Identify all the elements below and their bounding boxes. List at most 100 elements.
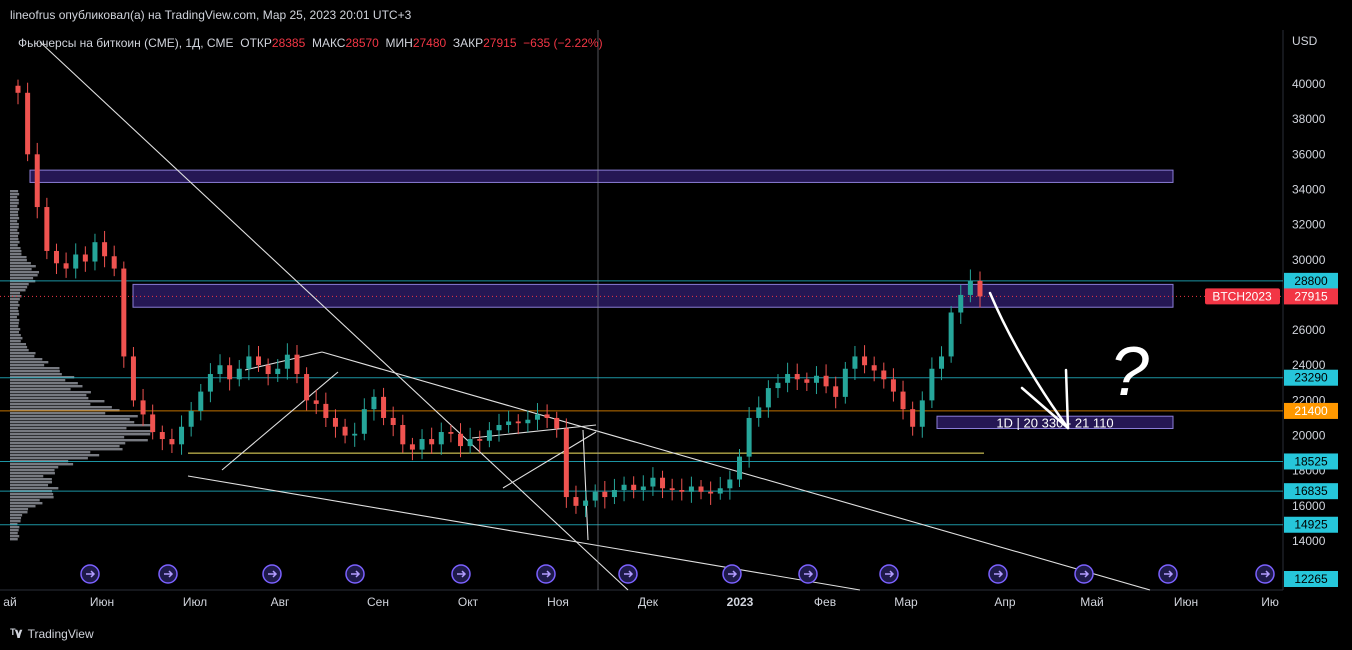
arrow-icon <box>542 570 552 578</box>
candle-body <box>563 428 569 498</box>
x-tick-label: Сен <box>367 595 389 609</box>
candle-body <box>332 417 338 427</box>
footer: ᵀ٧ TradingView <box>0 618 1352 650</box>
volume-bar <box>10 313 20 316</box>
candle-body <box>554 417 560 429</box>
price-tag-text: 27915 <box>1294 289 1328 303</box>
event-marker-icon[interactable] <box>451 564 471 584</box>
volume-bar <box>10 430 153 433</box>
zone-box <box>29 169 1174 183</box>
event-marker-icon[interactable] <box>1158 564 1178 584</box>
zones: 1D | 20 330 - 21 110 <box>29 169 1174 430</box>
price-tag-text: 21400 <box>1294 404 1328 418</box>
volume-bar <box>10 421 135 424</box>
event-marker-icon[interactable] <box>345 564 365 584</box>
volume-bar <box>10 457 88 460</box>
candle-body <box>919 400 925 427</box>
volume-bar <box>10 259 27 262</box>
price-tag <box>1284 369 1338 386</box>
candle-body <box>256 356 261 366</box>
volume-bar <box>10 289 26 292</box>
event-marker-icon[interactable] <box>536 564 556 584</box>
candle-body <box>813 375 819 383</box>
event-markers[interactable] <box>80 564 1275 584</box>
volume-bar <box>10 304 20 307</box>
volume-bar <box>10 409 120 412</box>
legend-change: −635 (−2.22%) <box>523 36 603 50</box>
volume-bar <box>10 520 21 523</box>
volume-bar <box>10 514 23 517</box>
candle-body <box>496 424 502 431</box>
candle-body <box>102 242 108 257</box>
y-tick-label: 34000 <box>1292 182 1326 196</box>
candle-body <box>390 417 396 425</box>
candle-body <box>467 439 473 447</box>
arrow-icon <box>728 570 738 578</box>
question-mark: ? <box>1110 332 1149 410</box>
volume-bar <box>10 346 28 349</box>
volume-bar <box>10 331 19 334</box>
volume-bar <box>10 487 59 490</box>
volume-bar <box>10 397 89 400</box>
long-descending-line <box>39 41 629 591</box>
volume-bar <box>10 469 55 472</box>
candle-body <box>765 388 771 408</box>
volume-bar <box>10 418 130 421</box>
candle-body <box>63 263 69 269</box>
x-axis-ticks: ай Июн Июл Авг Сен Окт Ноя Дек 2023 Фев Мар Апр Май И… <box>3 595 1279 609</box>
volume-bar <box>10 295 22 298</box>
candle-body <box>698 486 704 492</box>
volume-bar <box>10 379 66 382</box>
candle-body <box>823 375 829 387</box>
volume-bar <box>10 196 18 199</box>
candle-body <box>25 92 31 155</box>
y-tick-label: 24000 <box>1292 358 1326 372</box>
candle-body <box>477 439 483 441</box>
volume-bar <box>10 229 18 232</box>
price-chart[interactable]: USD 1D | 20 330 - 21 110 40000 38000 36000… <box>0 0 1352 618</box>
volume-bar <box>10 433 151 436</box>
volume-bar <box>10 301 19 304</box>
event-marker-icon[interactable] <box>988 564 1008 584</box>
volume-bar <box>10 361 49 364</box>
event-marker-icon[interactable] <box>798 564 818 584</box>
x-tick-label: Ию <box>1261 595 1279 609</box>
candle-body <box>400 424 406 445</box>
candle-body <box>640 486 646 491</box>
x-tick-label: Фев <box>814 595 836 609</box>
event-marker-icon[interactable] <box>80 564 100 584</box>
symbol-legend: Фьючерсы на биткоин (CME), 1Д, CME ОТКР2… <box>18 36 603 50</box>
event-marker-icon[interactable] <box>879 564 899 584</box>
volume-bar <box>10 493 54 496</box>
volume-bar <box>10 298 20 301</box>
volume-bar <box>10 340 21 343</box>
x-tick-label: 2023 <box>727 595 754 609</box>
candle-body <box>130 356 136 401</box>
event-marker-icon[interactable] <box>1074 564 1094 584</box>
arrow-icon <box>1164 570 1174 578</box>
event-marker-icon[interactable] <box>722 564 742 584</box>
candle-body <box>179 426 185 445</box>
event-marker-icon[interactable] <box>262 564 282 584</box>
price-tag-text: 28800 <box>1294 274 1328 288</box>
candle-body <box>958 294 964 313</box>
volume-bar <box>10 223 19 226</box>
candle-body <box>939 356 945 369</box>
event-marker-icon[interactable] <box>1255 564 1275 584</box>
event-marker-icon[interactable] <box>158 564 178 584</box>
y-tick-label: 14000 <box>1292 534 1326 548</box>
volume-bar <box>10 463 74 466</box>
chart-background <box>0 30 1352 618</box>
symbol-tag-text: BTCH2023 <box>1212 289 1272 303</box>
x-tick-label: Мар <box>894 595 918 609</box>
volume-bar <box>10 466 59 469</box>
candle-body <box>419 439 425 450</box>
candle-body <box>602 491 608 498</box>
y-tick-label: 40000 <box>1292 77 1326 91</box>
tradingview-brand[interactable]: ᵀ٧ TradingView <box>10 626 94 642</box>
volume-bar <box>10 232 20 235</box>
candle-body <box>794 374 800 380</box>
arrow-icon <box>624 570 634 578</box>
event-marker-icon[interactable] <box>618 564 638 584</box>
candle-body <box>53 250 59 264</box>
